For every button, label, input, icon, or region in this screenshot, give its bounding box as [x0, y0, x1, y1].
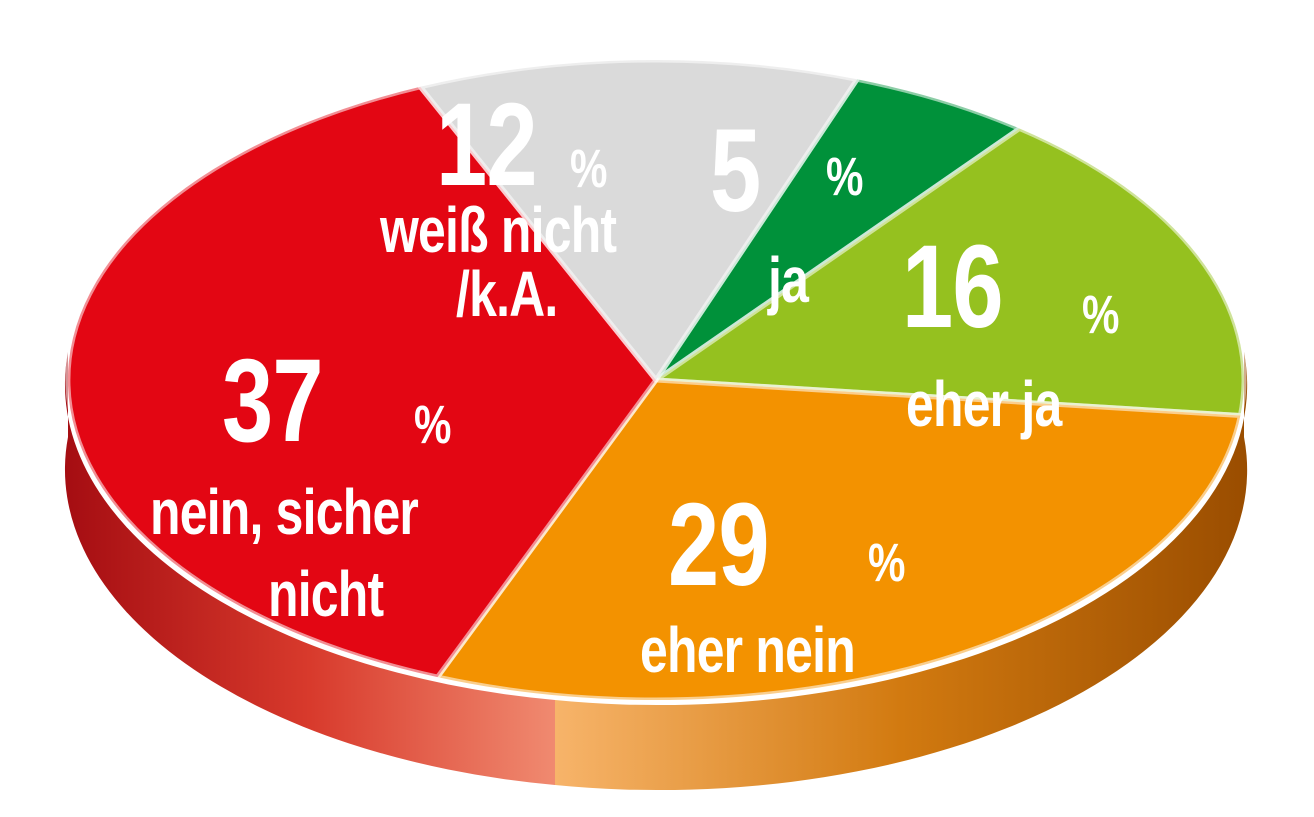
slice-percent-eher-ja: % [1082, 285, 1119, 345]
pie-side-orange [555, 352, 1248, 791]
pie-side-red [64, 352, 555, 785]
slice-label-ja: ja [768, 244, 809, 316]
slice-eher-ja [653, 126, 1247, 418]
slice-ja [653, 76, 1022, 383]
slice-percent-weiss: % [570, 139, 607, 199]
slice-label-weiss-line2: /k.A. [456, 258, 558, 330]
slice-value-nein: 37 [222, 335, 324, 467]
slice-label-eher-nein: eher nein [640, 614, 856, 686]
slice-label-weiss-line1: weiß nicht [380, 194, 617, 266]
slice-nein [65, 84, 659, 680]
slice-label-nein-line2: nicht [268, 558, 384, 630]
slice-percent-eher-nein: % [868, 533, 905, 593]
slice-percent-nein: % [414, 395, 451, 455]
slice-label-nein-line1: nein, sicher [150, 476, 419, 548]
slice-percent-ja: % [826, 147, 863, 207]
slice-value-weiss: 12 [436, 79, 538, 211]
slice-value-eher-nein: 29 [668, 479, 770, 611]
slice-value-eher-ja: 16 [902, 221, 1004, 353]
slice-eher-nein [435, 377, 1243, 703]
slice-weiss [417, 57, 860, 383]
slice-label-eher-ja: eher ja [906, 368, 1062, 440]
slice-value-ja: 5 [710, 105, 761, 237]
